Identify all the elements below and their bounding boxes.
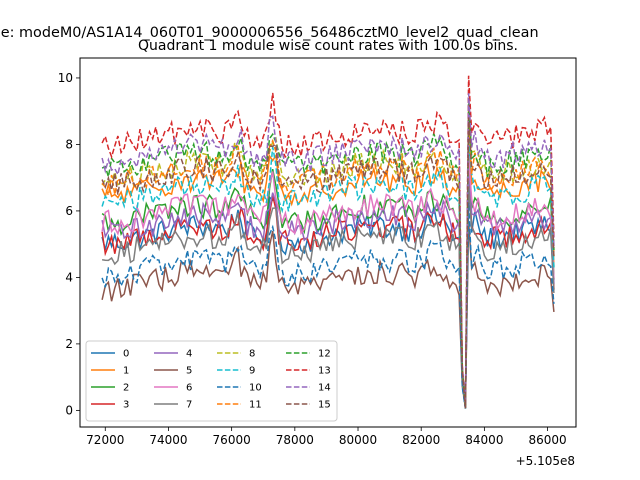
series-line-13	[101, 75, 555, 408]
x-tick-label: 84000	[465, 433, 503, 447]
legend-label-13: 13	[318, 366, 331, 377]
chart-title: Quadrant 1 module wise count rates with …	[138, 38, 518, 54]
series-line-5	[101, 221, 555, 408]
x-tick-label: 86000	[528, 433, 566, 447]
series-line-3	[101, 173, 555, 408]
series-line-7	[102, 186, 555, 409]
plot-frame	[79, 57, 577, 428]
legend-label-7: 7	[186, 400, 192, 411]
legend-label-2: 2	[123, 383, 129, 394]
x-tick-label: 82000	[402, 433, 440, 447]
x-offset-label: +5.105e8	[516, 454, 575, 468]
y-axis: 0 2 4 6 8 10	[58, 71, 80, 417]
y-tick-label: 0	[65, 403, 73, 417]
legend-label-6: 6	[186, 383, 192, 394]
legend-label-8: 8	[249, 349, 255, 360]
series-line-6	[101, 155, 555, 408]
series-line-12	[101, 98, 555, 409]
series-line-15	[101, 117, 555, 409]
x-axis: 72000 74000 76000 78000 80000 82000 84000 86000	[86, 427, 567, 447]
legend-label-11: 11	[249, 400, 262, 411]
legend-label-15: 15	[318, 400, 331, 411]
x-tick-label: 78000	[276, 433, 314, 447]
legend-label-4: 4	[186, 349, 192, 360]
legend-label-14: 14	[318, 383, 331, 394]
suptitle: n file: modeM0/AS1A14_060T01_9000006556_…	[0, 25, 539, 41]
legend-label-1: 1	[123, 366, 129, 377]
y-tick-label: 8	[65, 137, 73, 151]
legend-label-0: 0	[123, 349, 129, 360]
y-tick-label: 2	[65, 337, 73, 351]
legend-label-12: 12	[318, 349, 331, 360]
y-tick-label: 6	[65, 204, 73, 218]
legend-frame	[85, 340, 338, 422]
legend-label-5: 5	[186, 366, 192, 377]
series-line-4	[101, 163, 555, 409]
series-layer	[101, 75, 555, 409]
legend-label-3: 3	[123, 400, 129, 411]
x-tick-label: 76000	[213, 433, 251, 447]
x-tick-label: 72000	[86, 433, 124, 447]
series-line-14	[101, 93, 555, 408]
legend-label-10: 10	[249, 383, 262, 394]
legend-label-9: 9	[249, 366, 255, 377]
series-line-9	[101, 138, 555, 409]
y-tick-label: 4	[65, 270, 73, 284]
x-tick-label: 80000	[339, 433, 377, 447]
series-line-10	[101, 202, 555, 409]
x-tick-label: 74000	[149, 433, 187, 447]
series-line-2	[101, 152, 555, 408]
y-tick-label: 10	[58, 71, 73, 85]
